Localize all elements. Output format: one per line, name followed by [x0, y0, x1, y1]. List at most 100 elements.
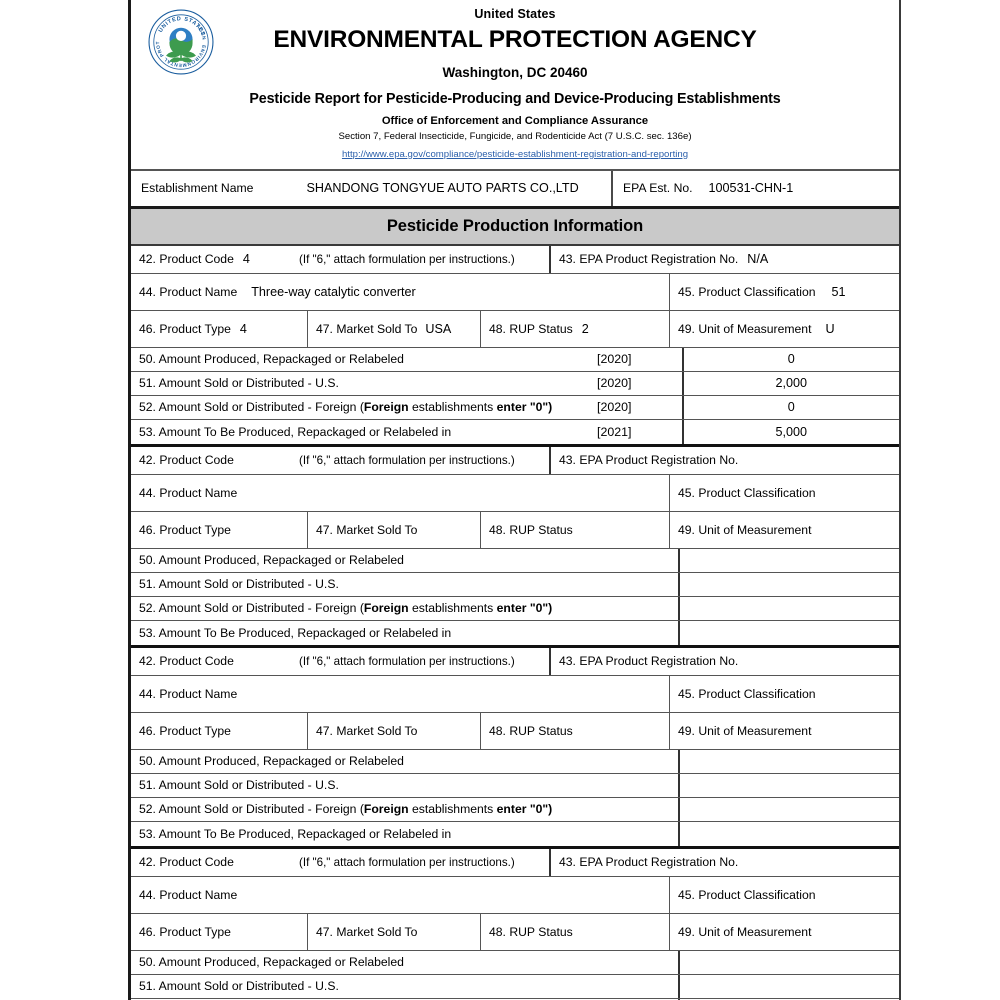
- rup-status-label: 48. RUP Status: [489, 723, 573, 738]
- unit-of-measurement-cell[interactable]: 49. Unit of Measurement U: [670, 311, 899, 347]
- product-name-cell[interactable]: 44. Product Name: [131, 474, 670, 511]
- amount-to-be-produced-value-cell[interactable]: [680, 822, 899, 846]
- unit-of-measurement-label: 49. Unit of Measurement: [678, 924, 812, 939]
- amount-produced-label: 50. Amount Produced, Repackaged or Relab…: [139, 754, 404, 769]
- product-type-cell[interactable]: 46. Product Type 4: [131, 310, 308, 347]
- amount-sold-us-label-cell: 51. Amount Sold or Distributed - U.S.: [131, 372, 595, 395]
- epa-product-registration-no-cell[interactable]: 43. EPA Product Registration No.: [551, 447, 899, 474]
- epa-est-no-value: 100531-CHN-1: [708, 181, 794, 196]
- epa-product-registration-no-label: 43. EPA Product Registration No.: [559, 252, 739, 267]
- amount-sold-us-value-cell[interactable]: [680, 573, 899, 596]
- amount-sold-foreign-year-cell: [2020]: [595, 395, 684, 419]
- row-product-name: 44. Product Name Three-way catalytic con…: [131, 273, 899, 311]
- section-title: Pesticide Production Information: [386, 216, 644, 235]
- epa-product-registration-no-label: 43. EPA Product Registration No.: [559, 453, 739, 468]
- row-product-type: 46. Product Type 47. Market Sold To 48. …: [131, 913, 899, 951]
- rup-status-cell[interactable]: 48. RUP Status: [481, 712, 670, 749]
- amount-sold-foreign-value-cell[interactable]: [680, 597, 899, 620]
- amount-to-be-produced-label-cell: 53. Amount To Be Produced, Repackaged or…: [131, 420, 595, 444]
- amount-sold-us-year-cell: [2020]: [595, 371, 684, 395]
- product-classification-label: 45. Product Classification: [678, 887, 816, 902]
- establishment-name-cell[interactable]: Establishment Name SHANDONG TONGYUE AUTO…: [131, 170, 613, 206]
- product-name-label: 44. Product Name: [139, 284, 238, 299]
- unit-of-measurement-label: 49. Unit of Measurement: [678, 321, 812, 336]
- product-type-cell[interactable]: 46. Product Type: [131, 712, 308, 749]
- header-url-link[interactable]: http://www.epa.gov/compliance/pesticide-…: [341, 148, 689, 160]
- epa-product-registration-no-cell[interactable]: 43. EPA Product Registration No. N/A: [551, 246, 899, 273]
- product-code-hint: (If "6," attach formulation per instruct…: [299, 453, 515, 467]
- amount-sold-us-row: 51. Amount Sold or Distributed - U.S.: [131, 572, 899, 597]
- rup-status-cell[interactable]: 48. RUP Status 2: [481, 310, 670, 347]
- amount-sold-us-label-cell: 51. Amount Sold or Distributed - U.S.: [131, 974, 680, 998]
- header-united-states: United States: [474, 7, 556, 21]
- amount-produced-value-cell[interactable]: 0: [684, 348, 899, 371]
- product-name-label: 44. Product Name: [139, 485, 238, 500]
- product-name-cell[interactable]: 44. Product Name Three-way catalytic con…: [131, 273, 670, 310]
- product-block: 42. Product Code (If "6," attach formula…: [131, 647, 899, 849]
- product-code-hint: (If "6," attach formulation per instruct…: [299, 252, 515, 266]
- amount-sold-us-value-cell[interactable]: 2,000: [684, 372, 899, 395]
- product-classification-cell[interactable]: 45. Product Classification: [670, 877, 899, 913]
- product-type-label: 46. Product Type: [139, 924, 231, 939]
- amount-sold-us-label: 51. Amount Sold or Distributed - U.S.: [139, 376, 339, 391]
- product-block: 42. Product Code (If "6," attach formula…: [131, 848, 899, 1000]
- epa-product-registration-no-cell[interactable]: 43. EPA Product Registration No.: [551, 849, 899, 876]
- unit-of-measurement-label: 49. Unit of Measurement: [678, 522, 812, 537]
- amount-to-be-produced-value-cell[interactable]: [680, 621, 899, 645]
- product-code-cell[interactable]: 42. Product Code (If "6," attach formula…: [131, 848, 551, 876]
- product-type-value: 4: [239, 321, 247, 336]
- amount-to-be-produced-row: 53. Amount To Be Produced, Repackaged or…: [131, 620, 899, 645]
- epa-product-registration-no-label: 43. EPA Product Registration No.: [559, 855, 739, 870]
- amount-produced-value-cell[interactable]: [680, 951, 899, 974]
- amount-sold-foreign-value-cell[interactable]: [680, 798, 899, 821]
- row-product-type: 46. Product Type 47. Market Sold To 48. …: [131, 712, 899, 750]
- amount-sold-foreign-value-cell[interactable]: 0: [684, 396, 899, 419]
- amount-to-be-produced-year-cell: [2021]: [595, 419, 684, 444]
- market-sold-to-cell[interactable]: 47. Market Sold To: [308, 712, 481, 749]
- pesticide-production-information-header: Pesticide Production Information: [131, 208, 899, 246]
- market-sold-to-cell[interactable]: 47. Market Sold To USA: [308, 310, 481, 347]
- product-code-label: 42. Product Code: [139, 453, 234, 468]
- market-sold-to-cell[interactable]: 47. Market Sold To: [308, 511, 481, 548]
- amount-sold-us-value-cell[interactable]: [680, 774, 899, 797]
- rup-status-cell[interactable]: 48. RUP Status: [481, 913, 670, 950]
- row-product-code: 42. Product Code (If "6," attach formula…: [131, 647, 899, 676]
- market-sold-to-cell[interactable]: 47. Market Sold To: [308, 913, 481, 950]
- amount-produced-value-cell[interactable]: [680, 750, 899, 773]
- rup-status-cell[interactable]: 48. RUP Status: [481, 511, 670, 548]
- unit-of-measurement-label: 49. Unit of Measurement: [678, 723, 812, 738]
- amount-produced-value-cell[interactable]: [680, 549, 899, 572]
- product-name-cell[interactable]: 44. Product Name: [131, 876, 670, 913]
- amount-produced-value: 0: [787, 352, 795, 367]
- product-code-cell[interactable]: 42. Product Code (If "6," attach formula…: [131, 647, 551, 675]
- product-name-cell[interactable]: 44. Product Name: [131, 675, 670, 712]
- amount-to-be-produced-label: 53. Amount To Be Produced, Repackaged or…: [139, 625, 452, 640]
- row-product-code: 42. Product Code (If "6," attach formula…: [131, 446, 899, 475]
- product-classification-label: 45. Product Classification: [678, 686, 816, 701]
- unit-of-measurement-cell[interactable]: 49. Unit of Measurement: [670, 914, 899, 950]
- product-classification-cell[interactable]: 45. Product Classification: [670, 676, 899, 712]
- amount-produced-year-cell: [2020]: [595, 347, 684, 371]
- product-block: 42. Product Code (If "6," attach formula…: [131, 446, 899, 648]
- product-classification-cell[interactable]: 45. Product Classification 51: [670, 274, 899, 310]
- product-code-cell[interactable]: 42. Product Code 4 (If "6," attach formu…: [131, 245, 551, 273]
- amount-produced-year: [2020]: [597, 352, 632, 367]
- epa-est-no-cell[interactable]: EPA Est. No. 100531-CHN-1: [613, 171, 899, 206]
- product-type-cell[interactable]: 46. Product Type: [131, 913, 308, 950]
- epa-product-registration-no-cell[interactable]: 43. EPA Product Registration No.: [551, 648, 899, 675]
- amount-sold-us-value-cell[interactable]: [680, 975, 899, 998]
- product-code-cell[interactable]: 42. Product Code (If "6," attach formula…: [131, 446, 551, 474]
- product-code-hint: (If "6," attach formulation per instruct…: [299, 855, 515, 869]
- amount-to-be-produced-value-cell[interactable]: 5,000: [684, 420, 899, 444]
- amount-to-be-produced-row: 53. Amount To Be Produced, Repackaged or…: [131, 419, 899, 444]
- amount-to-be-produced-year: [2021]: [597, 424, 632, 439]
- product-classification-cell[interactable]: 45. Product Classification: [670, 475, 899, 511]
- amount-sold-foreign-row: 52. Amount Sold or Distributed - Foreign…: [131, 998, 899, 1000]
- amount-produced-row: 50. Amount Produced, Repackaged or Relab…: [131, 548, 899, 573]
- product-name-label: 44. Product Name: [139, 887, 238, 902]
- unit-of-measurement-cell[interactable]: 49. Unit of Measurement: [670, 512, 899, 548]
- product-type-cell[interactable]: 46. Product Type: [131, 511, 308, 548]
- rup-status-label: 48. RUP Status: [489, 522, 573, 537]
- unit-of-measurement-cell[interactable]: 49. Unit of Measurement: [670, 713, 899, 749]
- amount-produced-row: 50. Amount Produced, Repackaged or Relab…: [131, 749, 899, 774]
